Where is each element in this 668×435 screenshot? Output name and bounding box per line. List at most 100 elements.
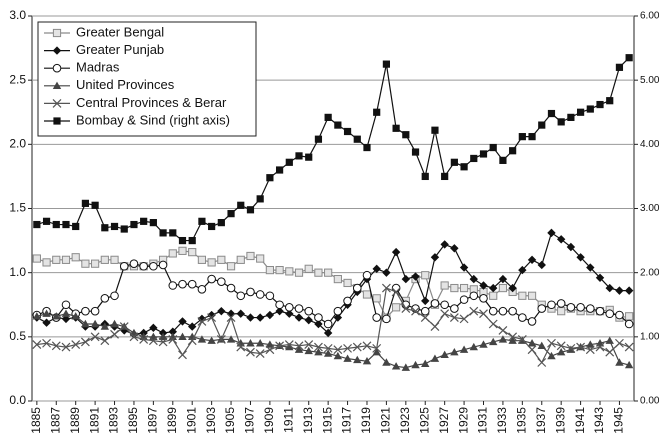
marker [246, 339, 255, 347]
y-tick-label: 2.5 [9, 72, 26, 86]
marker [265, 310, 275, 320]
marker [624, 286, 634, 295]
marker [207, 310, 216, 320]
marker [372, 294, 381, 303]
y2-tick-label: 3.00 [640, 203, 660, 214]
marker [275, 306, 284, 316]
marker [275, 166, 284, 174]
marker [168, 334, 178, 344]
marker [314, 135, 323, 143]
marker [52, 220, 60, 229]
marker [236, 342, 246, 352]
marker [305, 153, 313, 161]
marker [430, 322, 440, 331]
legend-marker [52, 63, 62, 73]
marker [343, 296, 352, 306]
marker [556, 235, 566, 244]
x-tick-label: 1925 [417, 407, 431, 434]
y2-tick-label: 6.00 [640, 11, 660, 22]
marker [343, 127, 352, 136]
marker [81, 306, 90, 316]
marker [566, 303, 576, 312]
marker [441, 172, 449, 181]
marker [285, 267, 294, 276]
marker [187, 279, 197, 289]
marker [149, 261, 158, 271]
marker [285, 309, 294, 318]
marker [324, 268, 333, 277]
marker [42, 318, 51, 327]
marker [498, 335, 508, 343]
y-tick-label: 0.0 [9, 393, 26, 407]
marker [110, 319, 119, 328]
marker [499, 156, 507, 164]
marker [459, 314, 469, 324]
marker [168, 332, 177, 341]
marker [392, 124, 400, 132]
marker [382, 60, 391, 68]
x-tick-label: 1887 [48, 407, 62, 434]
y2-tick-label: 4.00 [640, 139, 660, 150]
marker [557, 118, 565, 126]
marker [198, 217, 206, 225]
marker [470, 154, 478, 163]
x-tick-label: 1885 [29, 407, 43, 434]
marker [362, 341, 372, 351]
marker [188, 322, 197, 331]
marker [391, 287, 401, 297]
marker [450, 244, 459, 253]
marker [479, 309, 488, 319]
legend-marker [52, 81, 62, 89]
marker [508, 306, 517, 316]
marker [294, 341, 304, 351]
marker [158, 332, 168, 341]
marker [489, 337, 498, 346]
marker [440, 281, 449, 290]
marker [159, 229, 167, 237]
marker [324, 113, 332, 121]
marker [255, 339, 265, 347]
marker [207, 258, 216, 267]
marker [129, 259, 139, 268]
x-tick-label: 1923 [398, 407, 412, 434]
marker [61, 342, 71, 352]
marker [498, 274, 508, 284]
marker [139, 261, 148, 271]
marker [595, 306, 605, 316]
marker [71, 253, 80, 262]
series-line [36, 231, 630, 335]
legend-box [37, 21, 257, 137]
marker [169, 229, 177, 237]
marker [527, 345, 537, 355]
marker [304, 264, 313, 273]
x-tick-label: 1921 [379, 407, 393, 434]
marker [32, 254, 41, 263]
y-tick-label: 1.5 [9, 201, 26, 215]
marker [130, 220, 138, 229]
x-tick-label: 1929 [456, 407, 470, 434]
series-line [36, 313, 630, 369]
x-tick-label: 1889 [68, 407, 82, 434]
marker [537, 358, 547, 367]
x-tick-label: 1943 [592, 407, 606, 434]
marker [420, 313, 430, 323]
marker [71, 340, 81, 349]
x-tick-label: 1933 [495, 407, 509, 434]
marker [110, 255, 119, 264]
marker [207, 313, 217, 323]
marker [275, 341, 285, 351]
legend-marker [52, 28, 62, 38]
marker [304, 315, 313, 325]
x-tick-label: 1897 [146, 407, 160, 434]
marker [595, 342, 605, 352]
marker [110, 329, 119, 339]
marker [392, 303, 401, 312]
marker [509, 147, 517, 155]
marker [488, 306, 498, 316]
x-tick-label: 1905 [223, 407, 237, 434]
marker [430, 253, 440, 262]
marker [518, 291, 527, 300]
marker [178, 317, 187, 326]
marker [314, 342, 323, 352]
